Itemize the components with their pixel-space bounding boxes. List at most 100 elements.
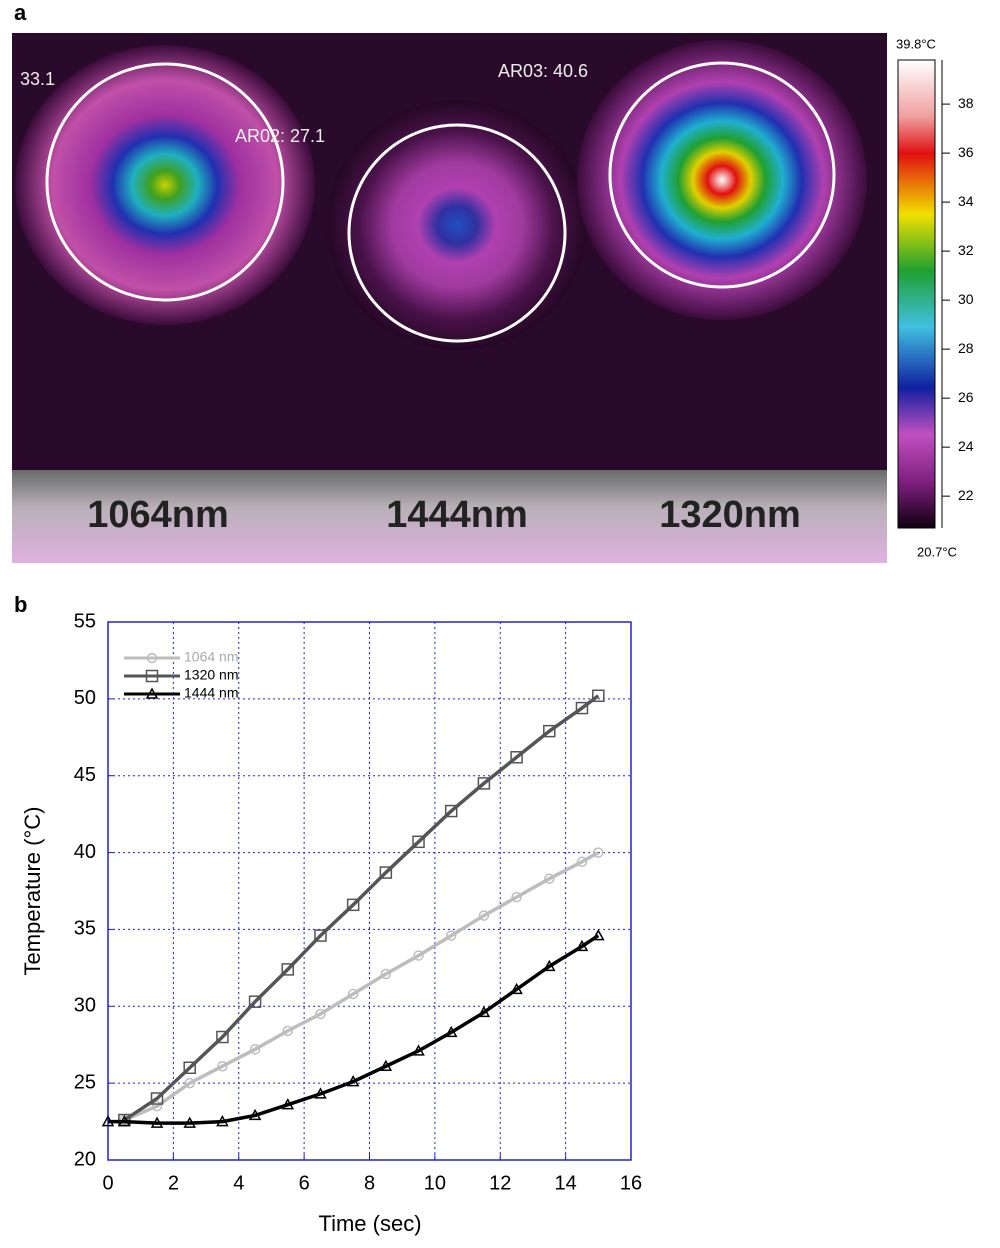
- y-tick-label: 45: [74, 764, 96, 786]
- marker: [379, 1059, 393, 1071]
- colorbar-ticks: 22 24 26 28 30 32 34 36 38: [942, 95, 974, 503]
- x-tick-label: 14: [555, 1172, 577, 1194]
- y-tick-label: 20: [74, 1148, 96, 1170]
- hot-spot: [577, 40, 867, 320]
- marker: [150, 1116, 164, 1128]
- legend-label: 1320 nm: [184, 667, 238, 683]
- marker: [413, 950, 424, 961]
- colorbar: [897, 59, 936, 529]
- marker: [444, 804, 458, 818]
- marker: [216, 1115, 229, 1127]
- readout: AR02: 27.1: [235, 126, 325, 146]
- x-tick-label: 4: [233, 1172, 244, 1194]
- marker: [314, 929, 327, 942]
- y-axis-label: Temperature (°C): [20, 807, 45, 976]
- y-tick-label: 30: [74, 995, 96, 1017]
- marker: [183, 1116, 196, 1128]
- marker: [151, 1100, 163, 1112]
- legend-marker: [146, 652, 158, 664]
- readout: AR03: 40.6: [498, 61, 588, 81]
- marker: [150, 1092, 164, 1105]
- marker: [575, 939, 589, 952]
- series-line: [108, 934, 600, 1125]
- y-tick-label: 40: [74, 841, 96, 863]
- y-tick-label: 35: [74, 918, 96, 940]
- marker: [592, 929, 605, 941]
- marker: [511, 891, 522, 903]
- marker: [412, 835, 425, 849]
- marker: [477, 1005, 491, 1018]
- colorbar-tick-label: 22: [958, 487, 974, 503]
- series-line: [123, 694, 600, 1122]
- wavelength-label: 1444nm: [386, 494, 528, 536]
- marker: [249, 1044, 261, 1055]
- colorbar-min: 20.7°C: [917, 544, 957, 559]
- roi-circle: [45, 62, 285, 302]
- marker: [543, 959, 556, 972]
- y-tick-label: 50: [74, 687, 96, 709]
- colorbar-tick-label: 34: [958, 193, 974, 209]
- marker: [380, 968, 392, 980]
- x-axis-label: Time (sec): [318, 1211, 421, 1236]
- marker: [282, 1025, 294, 1037]
- x-tick-label: 12: [489, 1172, 511, 1194]
- marker: [592, 689, 605, 703]
- wavelength-label: 1320nm: [659, 494, 801, 536]
- marker: [248, 995, 262, 1008]
- roi-circle: [608, 61, 836, 289]
- marker: [412, 1044, 425, 1056]
- legend-marker: [145, 669, 159, 683]
- colorbar-tick-label: 28: [958, 340, 974, 356]
- panel-label: a: [14, 0, 27, 25]
- marker: [575, 701, 589, 715]
- marker: [445, 930, 457, 941]
- y-tick-label: 55: [74, 610, 96, 632]
- marker: [183, 1061, 196, 1075]
- panel-label: b: [14, 592, 27, 617]
- marker: [314, 1087, 327, 1099]
- x-tick-label: 16: [620, 1172, 642, 1194]
- marker: [248, 1108, 262, 1121]
- marker: [315, 1008, 326, 1020]
- colorbar-tick-label: 32: [958, 242, 974, 258]
- colorbar-tick-label: 38: [958, 95, 974, 111]
- x-tick-label: 8: [364, 1172, 375, 1194]
- x-tick-label: 2: [168, 1172, 179, 1194]
- x-tick-label: 6: [299, 1172, 310, 1194]
- marker: [101, 1115, 115, 1127]
- marker: [444, 1025, 458, 1038]
- marker: [216, 1030, 229, 1044]
- x-tick-label: 10: [424, 1172, 446, 1194]
- legend-marker: [145, 687, 159, 699]
- plot-frame: [107, 621, 632, 1161]
- marker: [346, 1075, 360, 1087]
- roi-circle: [347, 123, 567, 343]
- marker: [477, 777, 491, 790]
- wavelength-label: 1064nm: [87, 494, 229, 536]
- marker: [510, 751, 523, 764]
- marker: [217, 1060, 228, 1072]
- x-tick-label: 0: [102, 1172, 113, 1194]
- colorbar-tick-label: 36: [958, 144, 974, 160]
- colorbar-tick-label: 30: [958, 291, 974, 307]
- sample-strip: [12, 470, 887, 563]
- marker: [346, 898, 360, 912]
- marker: [510, 982, 523, 995]
- readout: 33.1: [20, 69, 55, 89]
- marker: [184, 1077, 195, 1089]
- plot: 0 2 4 6 8 10 12 14 16 20 25 30 35 40 45 50 55 1064 nm 1320…: [74, 610, 642, 1194]
- marker: [379, 866, 393, 879]
- marker: [347, 988, 359, 1000]
- marker: [281, 963, 295, 976]
- marker: [118, 1115, 131, 1127]
- colorbar-max: 39.8°C: [896, 36, 936, 51]
- marker: [576, 856, 588, 868]
- legend-label: 1444 nm: [184, 685, 238, 701]
- marker: [281, 1098, 295, 1110]
- series-line: [123, 851, 600, 1122]
- y-tick-label: 25: [74, 1071, 96, 1093]
- legend-label: 1064 nm: [184, 649, 238, 665]
- marker: [544, 873, 555, 884]
